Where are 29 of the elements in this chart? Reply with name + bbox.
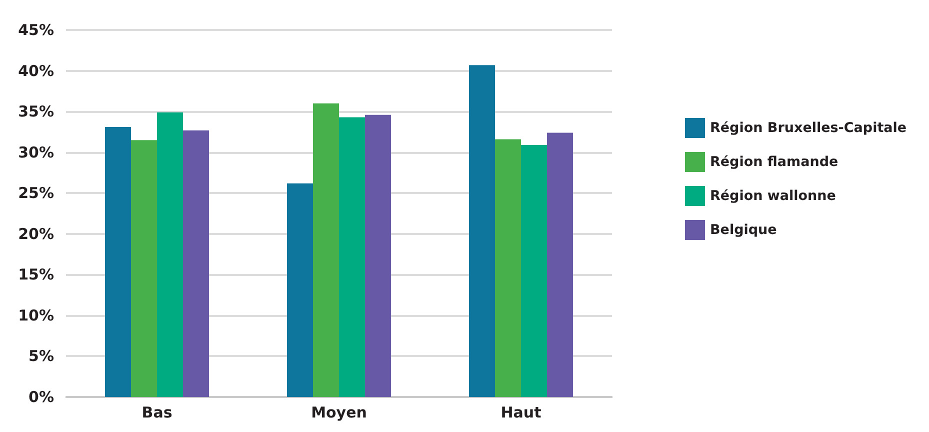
y-tick-label: 15%	[18, 266, 54, 284]
y-tick-label: 5%	[28, 347, 54, 366]
legend-label: Région Bruxelles-Capitale	[710, 120, 907, 136]
bar	[469, 65, 495, 397]
y-tick-label: 0%	[28, 388, 54, 406]
y-tick-label: 10%	[18, 306, 54, 324]
y-tick-label: 20%	[18, 224, 54, 243]
bar	[287, 183, 313, 397]
bar	[183, 130, 209, 397]
x-tick-label: Moyen	[311, 404, 367, 422]
bar	[365, 114, 391, 397]
legend-label: Région wallonne	[710, 188, 836, 204]
x-tick-label: Haut	[500, 404, 542, 422]
y-tick-label: 30%	[18, 143, 54, 162]
legend-label: Région flamande	[710, 154, 838, 170]
y-tick-label: 40%	[18, 62, 54, 80]
bar	[521, 144, 547, 397]
y-tick-label: 45%	[18, 21, 54, 39]
bar	[339, 117, 365, 397]
bar	[131, 140, 157, 397]
legend-label: Belgique	[710, 222, 777, 238]
bar	[495, 139, 521, 397]
y-tick-label: 25%	[18, 184, 54, 202]
bar	[547, 132, 573, 397]
bar	[105, 127, 131, 397]
bar	[157, 112, 183, 397]
y-tick-label: 35%	[18, 102, 54, 121]
bar	[313, 103, 339, 397]
x-tick-label: Bas	[142, 404, 172, 422]
